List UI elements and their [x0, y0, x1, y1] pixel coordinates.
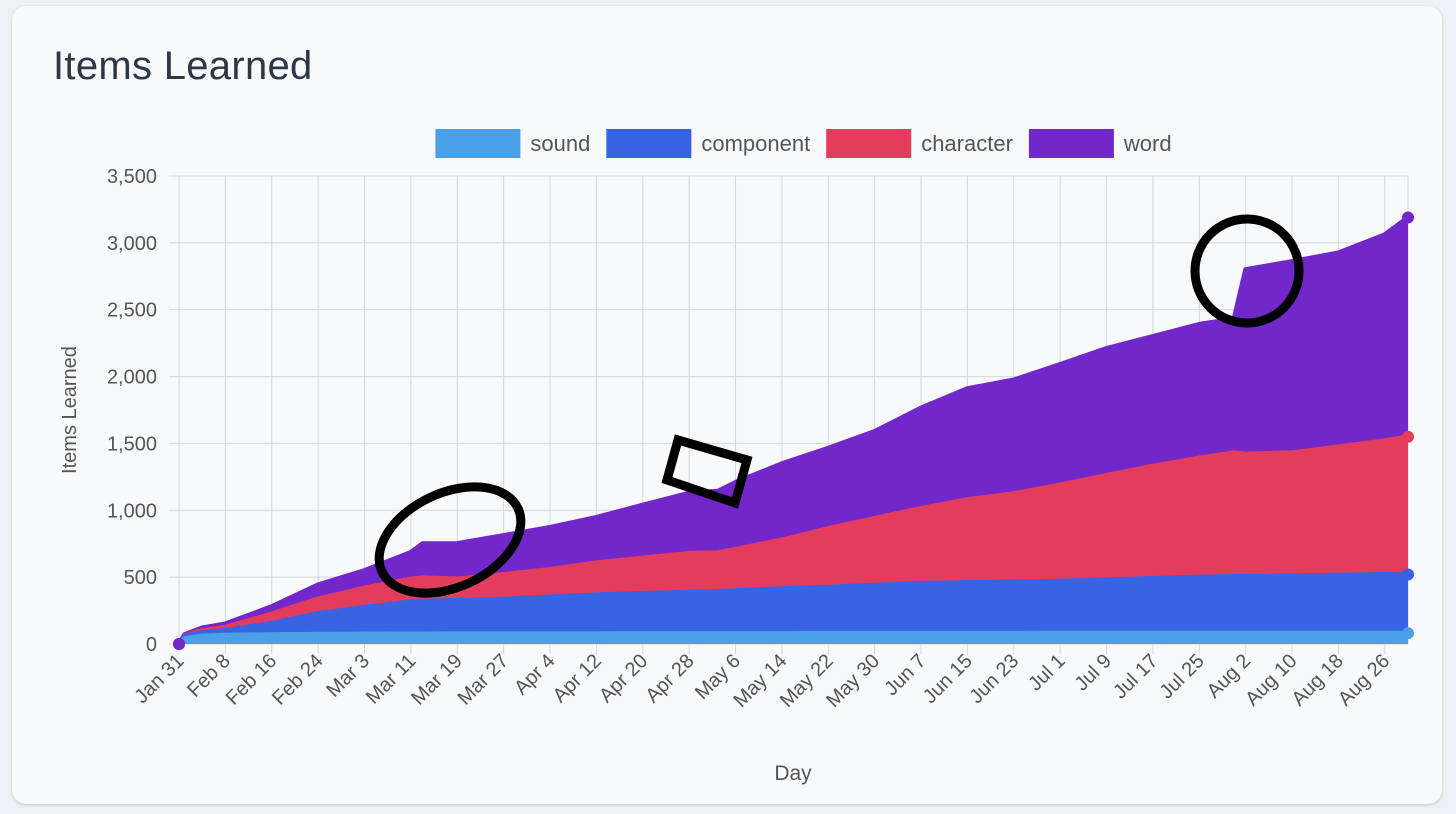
- x-axis-label: Day: [774, 762, 812, 785]
- legend-swatch: [606, 129, 692, 158]
- legend-item-word[interactable]: word: [1028, 129, 1172, 158]
- annotation-diamond: [661, 434, 753, 509]
- point-word[interactable]: [1402, 211, 1414, 224]
- x-tick-label: Mar 19: [407, 650, 467, 710]
- area-character: [179, 436, 1408, 644]
- card-title: Items Learned: [53, 44, 313, 88]
- y-tick-label: 0: [146, 634, 157, 656]
- annotation-circle: [1190, 214, 1304, 328]
- y-tick-label: 3,000: [107, 233, 157, 255]
- legend-label: word: [1123, 131, 1172, 156]
- y-tick-label: 3,500: [107, 166, 157, 188]
- x-tick-label: Apr 28: [641, 650, 698, 707]
- point-sound[interactable]: [1402, 627, 1414, 640]
- legend-label: character: [921, 131, 1013, 156]
- x-tick-label: Feb 16: [222, 650, 282, 710]
- x-tick-label: Aug 26: [1334, 650, 1394, 710]
- y-axis-label: Items Learned: [59, 346, 81, 474]
- y-tick-label: 2,000: [107, 367, 157, 389]
- legend-label: component: [701, 131, 810, 156]
- x-tick-label: Jan 31: [131, 650, 189, 708]
- line-component: [177, 572, 1408, 646]
- area-word: [179, 217, 1408, 644]
- y-tick-label: 1,000: [107, 500, 157, 522]
- x-tick-label: Feb 24: [268, 650, 328, 710]
- area-component: [179, 574, 1408, 644]
- point-word[interactable]: [173, 638, 185, 650]
- y-tick-label: 500: [124, 567, 157, 589]
- legend-item-component[interactable]: component: [606, 129, 810, 158]
- x-tick-label: Jul 1: [1024, 650, 1069, 695]
- legend-swatch: [1028, 129, 1114, 158]
- legend-label: sound: [530, 131, 590, 156]
- stacked-areas: [173, 211, 1414, 650]
- x-tick-label: Apr 20: [595, 650, 652, 707]
- x-tick-label: Jul 25: [1156, 650, 1209, 703]
- y-axis-ticks: 0 500 1,000 1,500 2,000 2,500 3,000 3,500: [107, 166, 157, 656]
- y-tick-label: 2,500: [107, 300, 157, 322]
- x-tick-label: Mar 27: [454, 650, 514, 710]
- annotation-ellipse: [374, 482, 526, 598]
- x-tick-label: Jun 15: [919, 650, 977, 708]
- legend-swatch: [435, 129, 521, 158]
- line-sound: [177, 630, 1408, 646]
- line-character: [176, 434, 1409, 646]
- x-tick-label: Jul 17: [1109, 650, 1162, 703]
- x-tick-label: Apr 12: [549, 650, 606, 707]
- point-character[interactable]: [1402, 430, 1414, 443]
- legend: sound component character word: [435, 129, 1172, 158]
- x-tick-label: Jun 23: [965, 650, 1023, 708]
- legend-swatch: [826, 129, 912, 158]
- x-tick-label: Aug 10: [1241, 650, 1301, 710]
- legend-item-character[interactable]: character: [826, 129, 1013, 158]
- annotation-marks: [374, 214, 1304, 598]
- y-tick-label: 1,500: [107, 433, 157, 455]
- point-component[interactable]: [1402, 568, 1414, 581]
- x-tick-label: Aug 18: [1288, 650, 1348, 710]
- legend-item-sound[interactable]: sound: [435, 129, 590, 158]
